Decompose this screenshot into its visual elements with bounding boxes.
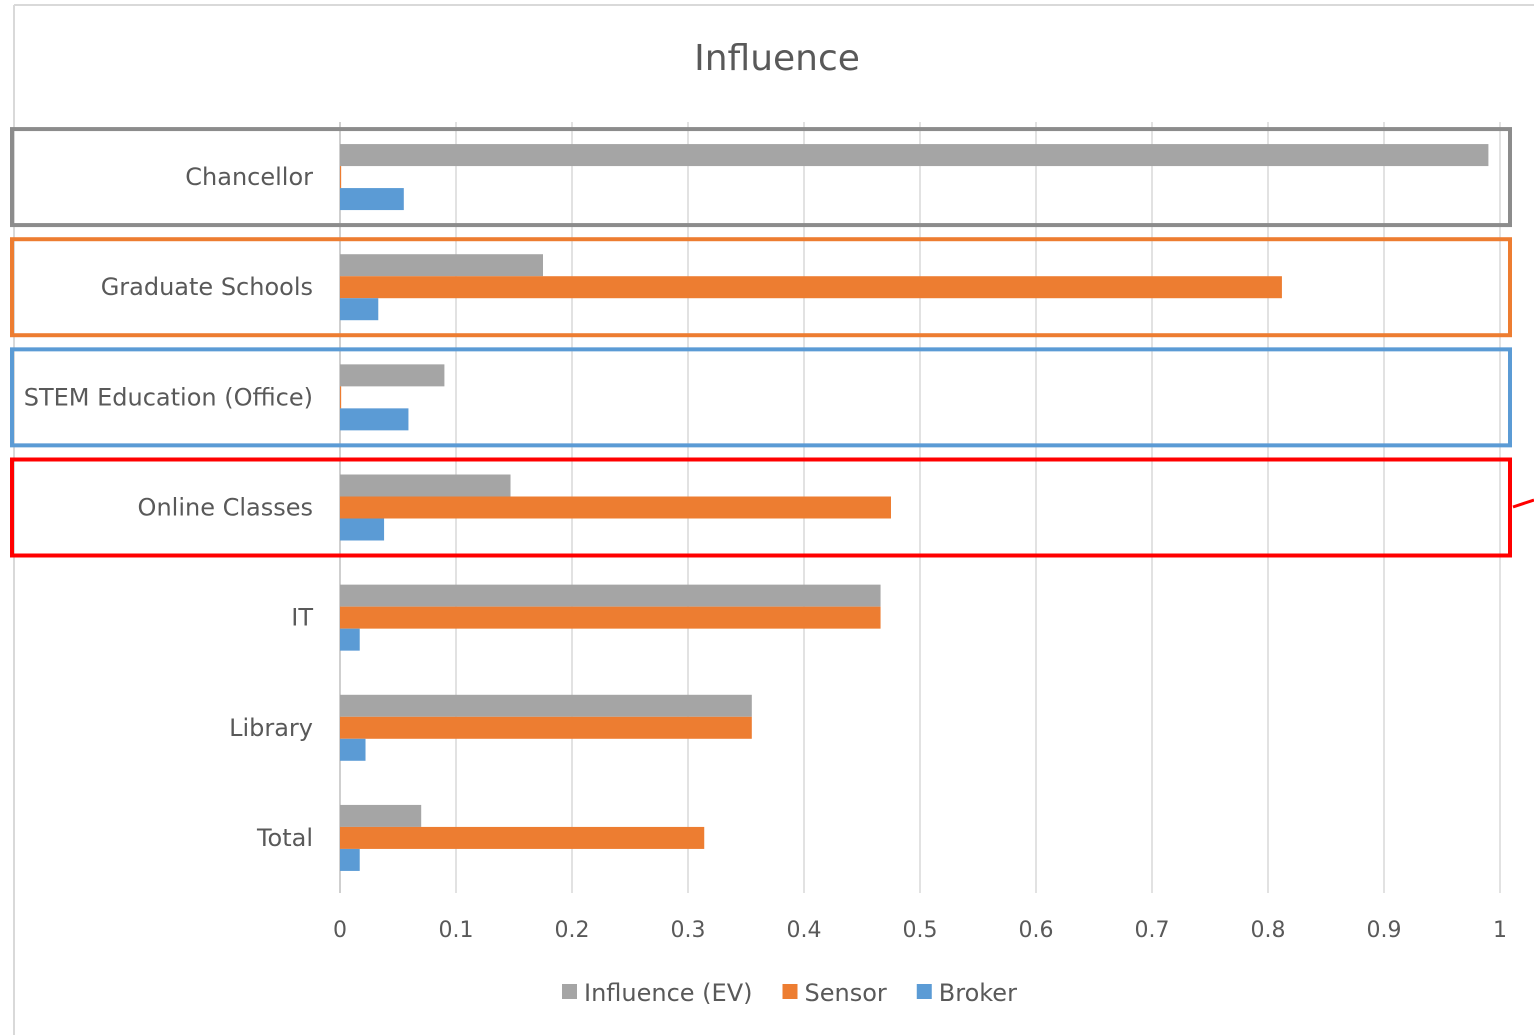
category-label: Graduate Schools: [101, 273, 313, 301]
bar-sensor-4: [340, 606, 881, 629]
bar-broker-5: [340, 738, 366, 761]
bar-sensor-5: [340, 716, 752, 739]
category-labels: Chancellor Graduate Schools STEM Education…: [24, 163, 314, 852]
bar-influence-ev--2: [340, 364, 445, 387]
category-label: Total: [256, 824, 313, 852]
bar-broker-0: [340, 188, 404, 211]
bar-broker-1: [340, 298, 379, 321]
bar-sensor-1: [340, 276, 1282, 299]
x-tick-label: 0.9: [1367, 918, 1402, 943]
bar-broker-2: [340, 408, 409, 431]
highlight-box: [10, 347, 1512, 448]
x-tick-label: 0.7: [1135, 918, 1170, 943]
legend-swatch: [916, 984, 932, 999]
category-label: Chancellor: [185, 163, 313, 191]
legend-swatch: [562, 984, 577, 999]
arrow-annotation: [1512, 498, 1534, 509]
x-axis-tick-labels: 0 0.1 0.2 0.3 0.4 0.5 0.6 0.7 0.8 0.9 1: [333, 918, 1507, 943]
bar-sensor-6: [340, 826, 705, 849]
bars: [340, 144, 1489, 871]
category-label: Online Classes: [138, 494, 313, 522]
x-tick-label: 0.8: [1251, 918, 1286, 943]
legend-label: Influence (EV): [584, 979, 753, 1007]
bar-influence-ev--5: [340, 694, 752, 717]
legend: Influence (EV) Sensor Broker: [562, 979, 1017, 1007]
highlight-box: [10, 127, 1512, 228]
bar-influence-ev--0: [340, 144, 1489, 167]
highlight-box: [10, 457, 1512, 558]
x-tick-label: 0.4: [787, 918, 822, 943]
category-label: Library: [229, 714, 313, 742]
chart-title: Influence: [694, 38, 860, 79]
highlight-box: [10, 237, 1512, 338]
bar-sensor-3: [340, 496, 891, 519]
bar-broker-3: [340, 518, 385, 541]
bar-influence-ev--6: [340, 804, 422, 827]
x-tick-label: 0.6: [1019, 918, 1054, 943]
bar-influence-ev--3: [340, 474, 511, 497]
bar-broker-4: [340, 628, 360, 651]
x-tick-label: 0.3: [671, 918, 706, 943]
bar-broker-6: [340, 848, 360, 871]
x-tick-label: 0.2: [555, 918, 590, 943]
highlight-boxes: [10, 127, 1512, 558]
x-tick-label: 1: [1493, 918, 1507, 943]
bar-sensor-2: [340, 386, 342, 409]
category-label: IT: [291, 604, 313, 632]
x-tick-label: 0.1: [439, 918, 474, 943]
x-tick-label: 0: [333, 918, 347, 943]
bar-influence-ev--4: [340, 584, 881, 607]
legend-swatch: [782, 984, 798, 999]
x-tick-label: 0.5: [903, 918, 938, 943]
bar-sensor-0: [340, 166, 342, 189]
legend-label: Sensor: [805, 979, 887, 1007]
category-label: STEM Education (Office): [24, 383, 313, 411]
bar-influence-ev--1: [340, 254, 543, 277]
legend-label: Broker: [939, 979, 1017, 1007]
